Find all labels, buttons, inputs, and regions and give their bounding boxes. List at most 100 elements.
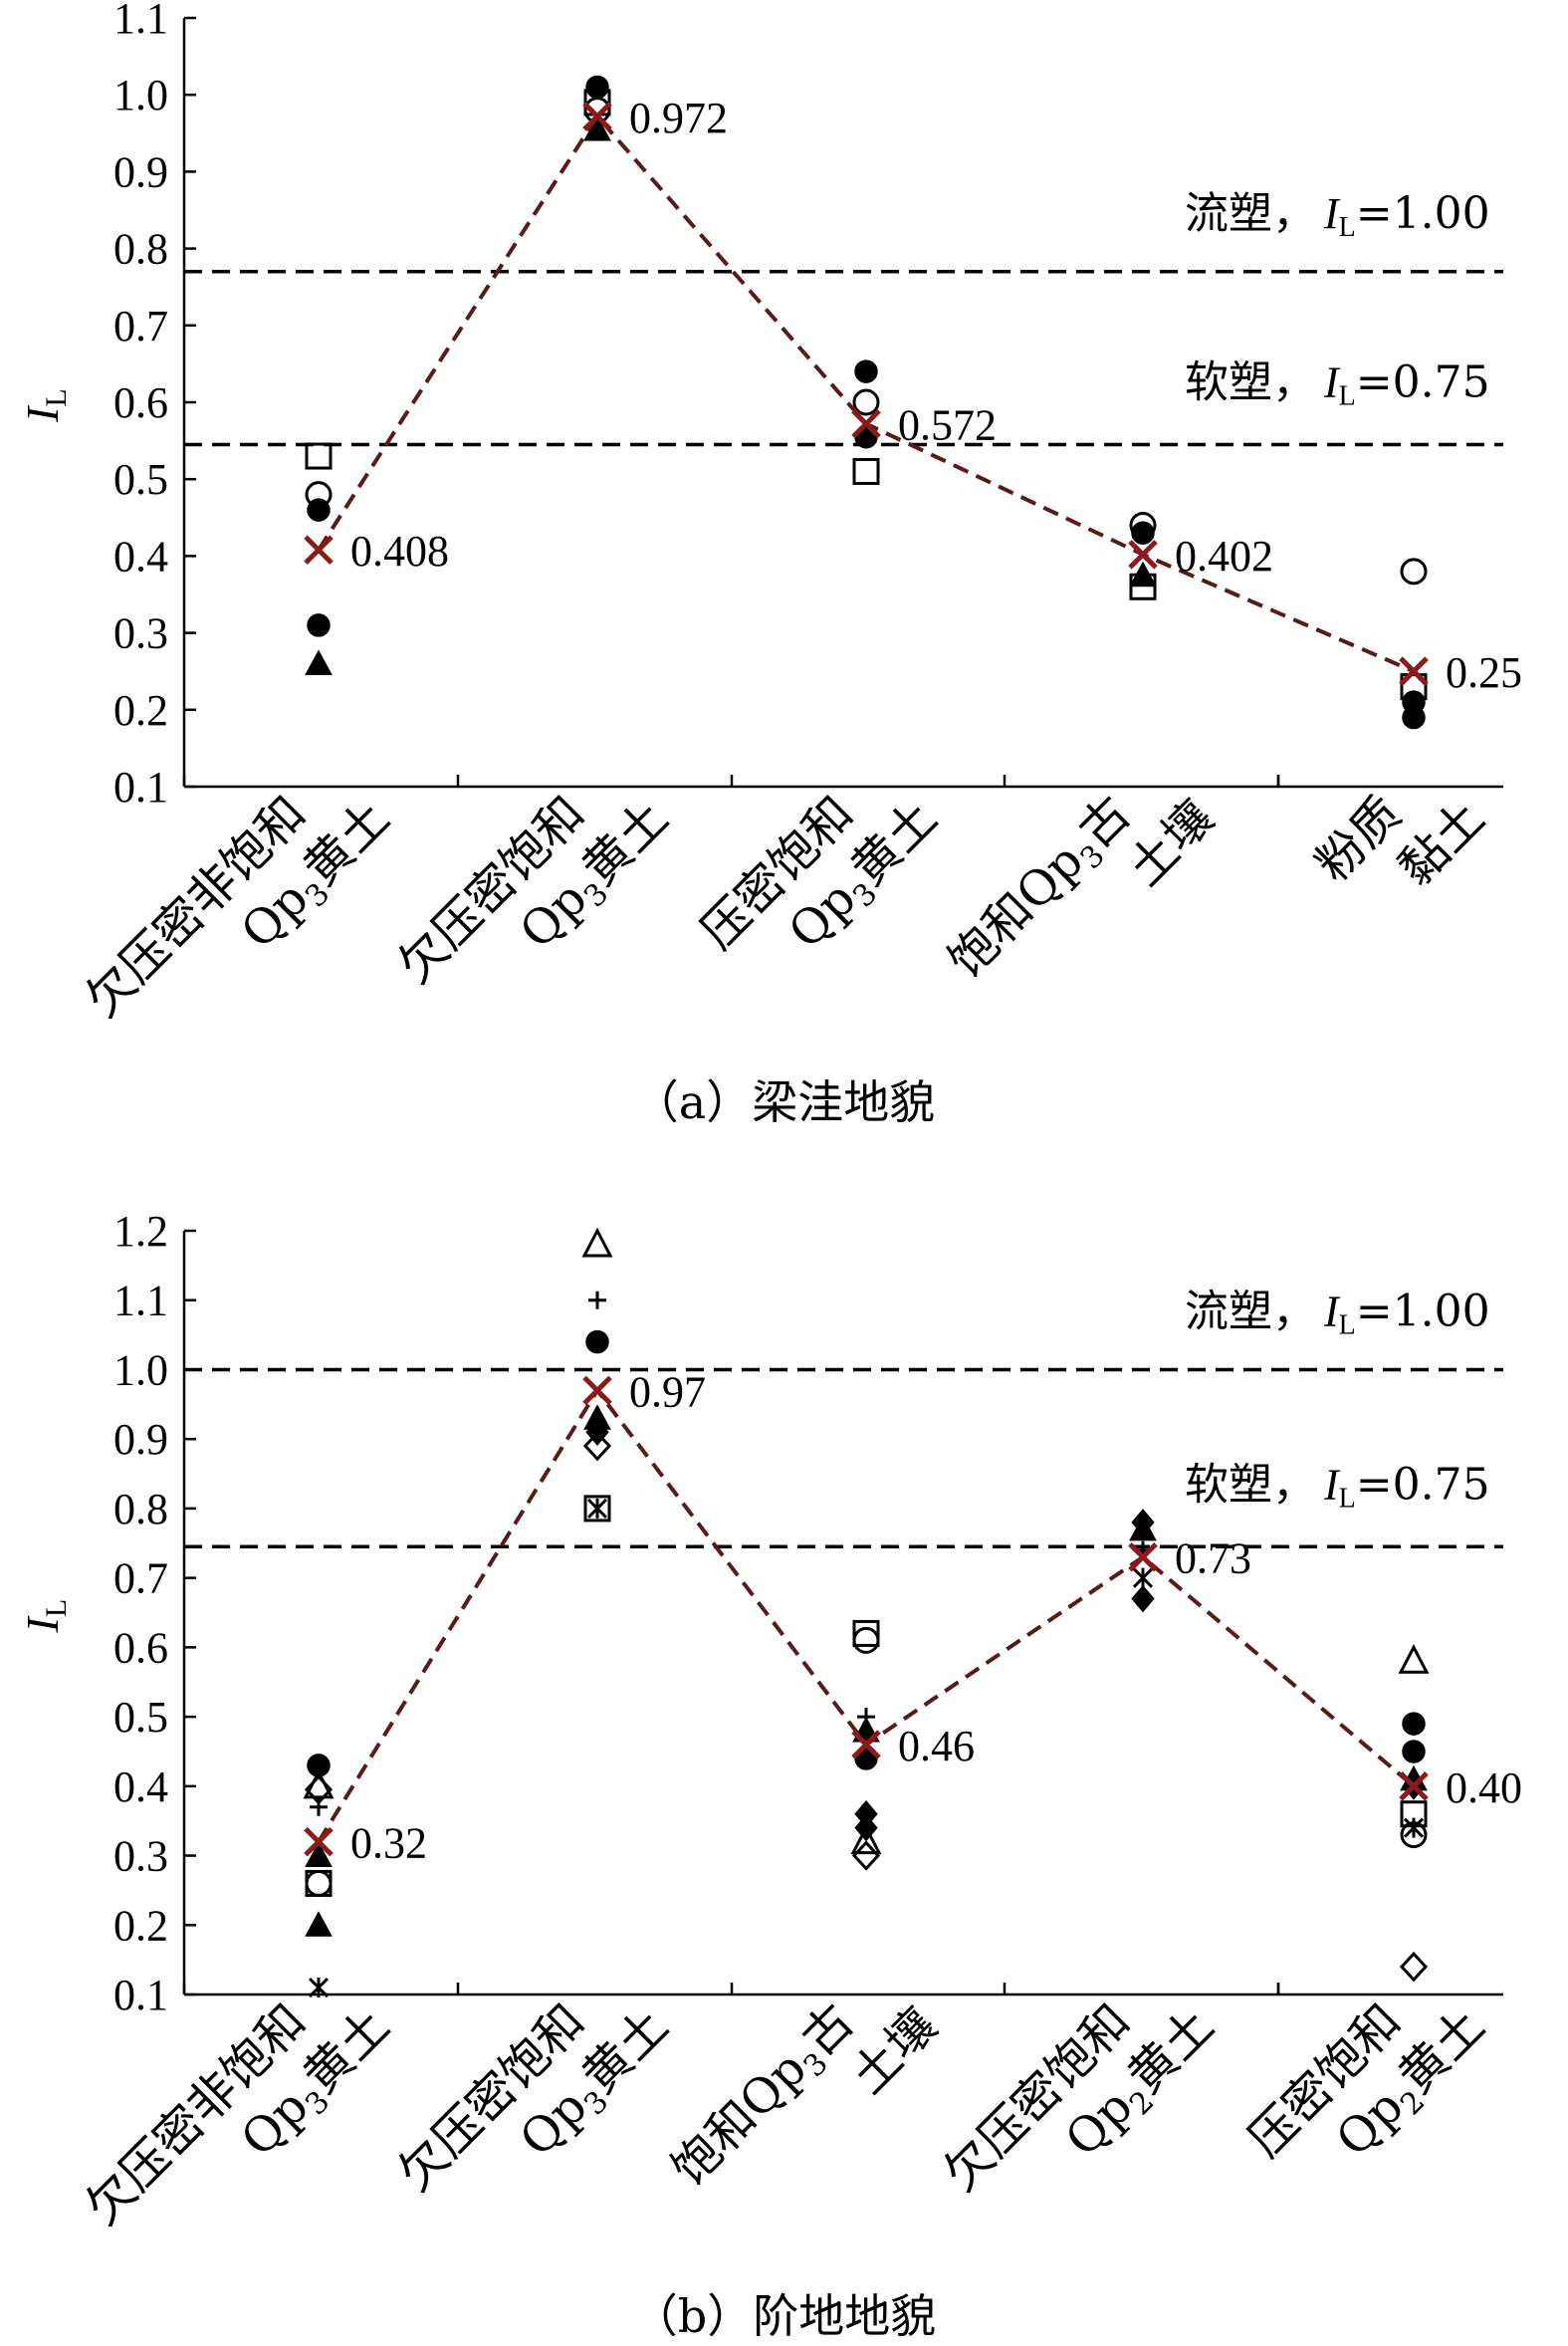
mean-marker <box>1399 1771 1429 1801</box>
mean-marker <box>582 102 612 131</box>
data-point <box>305 649 333 675</box>
mean-value-label: 0.402 <box>1175 532 1273 581</box>
y-tick-label: 1.2 <box>113 1207 168 1256</box>
data-point <box>305 442 333 470</box>
y-tick-label: 1.1 <box>113 0 168 43</box>
mean-marker <box>1399 656 1429 686</box>
data-point <box>1129 1515 1157 1541</box>
mean-marker <box>304 1826 334 1857</box>
y-tick-label: 0.7 <box>113 1554 168 1603</box>
y-axis-label: IL <box>17 388 73 423</box>
y-tick-label: 1.0 <box>113 1345 168 1394</box>
y-tick-label: 0.8 <box>113 1485 168 1533</box>
category-label-line1: 饱和Qp3古 <box>661 1994 869 2202</box>
category-label-line1: 粉质 <box>1305 786 1412 892</box>
y-tick-label: 1.0 <box>113 71 168 119</box>
mean-value-label: 0.73 <box>1175 1534 1251 1583</box>
y-tick-label: 0.2 <box>113 686 168 735</box>
reference-line-label: 流塑， IL=1.00 <box>1185 188 1490 243</box>
data-point <box>583 1495 611 1523</box>
mean-marker <box>304 535 334 565</box>
data-point <box>1400 558 1428 586</box>
y-tick-label: 0.8 <box>113 225 168 274</box>
data-point <box>1131 521 1155 545</box>
mean-marker <box>1128 540 1158 570</box>
data-point <box>852 1626 880 1654</box>
panel-caption: （a）梁洼地貌 <box>633 1075 935 1129</box>
mean-value-label: 0.40 <box>1446 1763 1522 1812</box>
data-point <box>1403 1817 1425 1838</box>
y-tick-label: 0.5 <box>113 455 168 504</box>
category-label-line2: 黏土 <box>1388 790 1494 896</box>
y-tick-label: 0.7 <box>113 302 168 351</box>
mean-value-label: 0.32 <box>350 1819 427 1868</box>
data-point <box>310 1797 328 1816</box>
data-point <box>307 498 331 522</box>
y-tick-label: 0.2 <box>113 1901 168 1950</box>
mean-value-label: 0.97 <box>629 1367 706 1416</box>
y-tick-label: 1.1 <box>113 1277 168 1325</box>
data-point <box>308 1977 330 1998</box>
data-point <box>1402 1712 1426 1736</box>
mean-value-label: 0.408 <box>350 527 449 576</box>
y-tick-label: 0.1 <box>113 1971 168 2019</box>
reference-line-label: 软塑， IL=0.75 <box>1185 1459 1490 1514</box>
panel-caption: （b）阶地地貌 <box>632 2289 936 2343</box>
data-point <box>307 613 331 637</box>
chart-panel-b: 0.1 0.2 0.3 0.4 0.5 0.6 0.7 0.8 0.9 1.0 1.1 1.2 IL 流塑… <box>17 1207 1522 2343</box>
data-point <box>305 1869 333 1897</box>
y-tick-label: 0.5 <box>113 1693 168 1742</box>
data-point <box>588 1290 606 1309</box>
data-point <box>850 1824 882 1855</box>
y-tick-label: 0.9 <box>113 1415 168 1464</box>
data-point <box>1129 573 1157 600</box>
mean-marker <box>582 1375 612 1406</box>
data-point <box>1402 1740 1426 1763</box>
data-point <box>585 75 609 100</box>
data-point <box>305 1841 333 1868</box>
mean-value-label: 0.46 <box>898 1722 975 1770</box>
mean-marker <box>851 408 881 439</box>
category-label-line2: 土壤 <box>1117 790 1224 896</box>
y-tick-label: 0.3 <box>113 609 168 658</box>
data-point <box>1400 1821 1428 1849</box>
data-point <box>1398 1644 1430 1674</box>
mean-value-label: 0.972 <box>629 94 728 142</box>
y-tick-label: 0.1 <box>113 763 168 812</box>
data-point <box>852 457 880 485</box>
data-point <box>585 1329 609 1354</box>
mean-value-label: 0.25 <box>1446 648 1522 697</box>
y-tick-label: 0.4 <box>113 532 168 581</box>
reference-line-label: 软塑， IL=0.75 <box>1185 356 1490 411</box>
y-tick-label: 0.6 <box>113 378 168 427</box>
y-tick-label: 0.9 <box>113 147 168 196</box>
chart-panel-a: 0.1 0.2 0.3 0.4 0.5 0.6 0.7 0.8 0.9 1.0 1.1 IL 流塑， IL… <box>17 0 1522 1129</box>
data-point <box>1402 705 1426 730</box>
y-tick-label: 0.3 <box>113 1832 168 1881</box>
data-point <box>582 1430 612 1462</box>
data-point <box>851 1840 881 1871</box>
data-point <box>852 1619 880 1647</box>
category-label-line2: 土壤 <box>840 1997 947 2104</box>
data-point <box>1131 1584 1155 1613</box>
data-point <box>581 1227 613 1258</box>
reference-line-label: 流塑， IL=1.00 <box>1185 1286 1490 1340</box>
data-point <box>854 359 878 383</box>
y-tick-label: 0.6 <box>113 1623 168 1672</box>
mean-marker <box>1128 1541 1158 1572</box>
data-point <box>586 1498 608 1519</box>
data-point <box>852 388 880 416</box>
data-point <box>305 1911 333 1937</box>
y-tick-label: 0.4 <box>113 1762 168 1811</box>
mean-marker <box>851 1730 881 1760</box>
data-point <box>1132 1567 1154 1588</box>
y-axis-label: IL <box>17 1599 73 1634</box>
